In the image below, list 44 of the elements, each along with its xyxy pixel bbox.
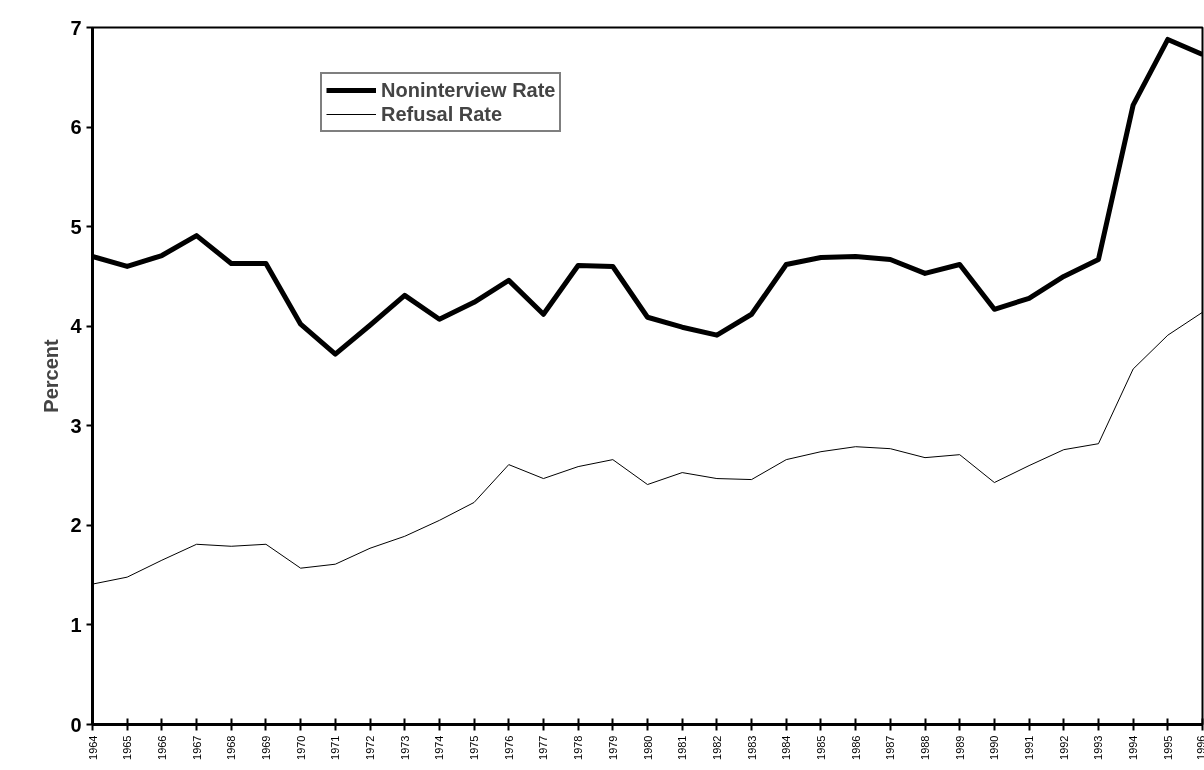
x-tick-label: 1978 bbox=[572, 735, 585, 760]
x-tick-label: 1980 bbox=[641, 735, 654, 760]
x-tick-label: 1972 bbox=[364, 735, 376, 760]
x-tick-label: 1984 bbox=[780, 735, 793, 760]
x-tick-label: 1971 bbox=[329, 735, 342, 760]
x-tick-label: 1982 bbox=[710, 735, 723, 760]
x-tick-label: 1985 bbox=[814, 735, 827, 760]
x-tick-label: 1964 bbox=[86, 735, 99, 760]
x-tick-label: 1988 bbox=[919, 735, 931, 760]
y-tick-label: 5 bbox=[70, 215, 82, 238]
x-tick-label: 1976 bbox=[502, 735, 515, 760]
legend-label: Noninterview Rate bbox=[381, 78, 556, 102]
y-tick-label: 2 bbox=[70, 514, 82, 537]
y-tick-label: 7 bbox=[70, 16, 82, 39]
y-tick-label: 3 bbox=[70, 414, 82, 437]
x-tick-label: 1987 bbox=[884, 735, 897, 760]
legend-label: Refusal Rate bbox=[381, 102, 503, 126]
x-tick-label: 1966 bbox=[155, 735, 168, 760]
x-tick-label: 1967 bbox=[190, 735, 203, 760]
y-tick-label: 6 bbox=[70, 116, 82, 139]
x-tick-label: 1970 bbox=[294, 735, 307, 760]
x-tick-label: 1994 bbox=[1127, 735, 1140, 760]
x-tick-label: 1990 bbox=[988, 735, 1001, 760]
x-tick-label: 1975 bbox=[468, 735, 481, 760]
x-tick-label: 1991 bbox=[1023, 735, 1036, 760]
x-tick-label: 1983 bbox=[745, 735, 758, 760]
x-tick-label: 1996 bbox=[1194, 735, 1204, 760]
x-tick-label: 1995 bbox=[1161, 735, 1174, 760]
x-tick-label: 1965 bbox=[121, 735, 134, 760]
x-tick-label: 1993 bbox=[1092, 735, 1105, 760]
x-tick-label: 1969 bbox=[259, 735, 272, 760]
x-tick-label: 1973 bbox=[398, 735, 411, 760]
x-tick-label: 1968 bbox=[225, 735, 238, 760]
y-tick-label: 4 bbox=[70, 315, 83, 338]
x-tick-label: 1989 bbox=[953, 735, 966, 760]
x-tick-label: 1977 bbox=[537, 735, 550, 760]
x-tick-label: 1974 bbox=[433, 735, 446, 760]
y-tick-label: 0 bbox=[70, 713, 82, 736]
x-tick-label: 1986 bbox=[849, 735, 862, 760]
y-tick-label: 1 bbox=[70, 613, 82, 636]
y-axis-title: Percent bbox=[40, 338, 63, 413]
x-tick-label: 1992 bbox=[1057, 735, 1070, 760]
x-tick-label: 1981 bbox=[676, 735, 689, 760]
x-tick-label: 1979 bbox=[606, 735, 619, 760]
